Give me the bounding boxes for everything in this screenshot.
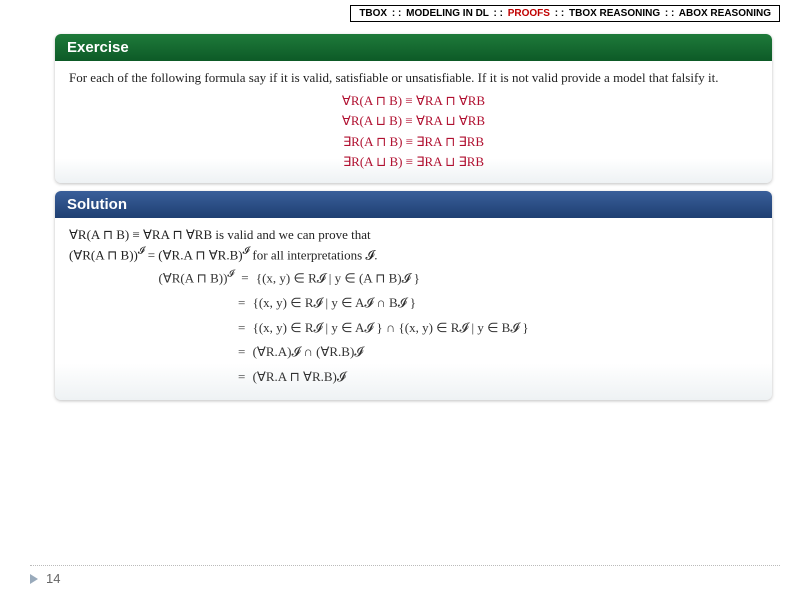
footer-rule	[30, 565, 780, 566]
claim2-tail: for all interpretations 𝓘.	[252, 247, 377, 262]
proof-lhs: (∀R(A ⊓ B))	[159, 270, 228, 285]
page-marker-icon	[30, 574, 38, 584]
crumb-proofs[interactable]: PROOFS	[508, 8, 550, 19]
claim2-mid: = (∀R.A ⊓ ∀R.B)	[148, 247, 243, 262]
crumb-tbox[interactable]: TBOX	[359, 8, 387, 19]
breadcrumb: TBOX : : MODELING IN DL : : PROOFS : : T…	[350, 5, 780, 22]
crumb-sep: : :	[494, 8, 503, 19]
proof-step: = (∀R.A)𝓘 ∩ (∀R.B)𝓘	[139, 340, 758, 365]
proof-step: = {(x, y) ∈ R𝓘 | y ∈ A𝓘 ∩ B𝓘 }	[139, 291, 758, 316]
exercise-intro: For each of the following formula say if…	[69, 69, 758, 87]
solution-panel: Solution ∀R(A ⊓ B) ≡ ∀RA ⊓ ∀RB is valid …	[55, 191, 772, 400]
exercise-body: For each of the following formula say if…	[55, 61, 772, 183]
crumb-modeling[interactable]: MODELING IN DL	[406, 8, 489, 19]
formula: ∃R(A ⊓ B) ≡ ∃RA ⊓ ∃RB	[69, 132, 758, 152]
formula: ∀R(A ⊔ B) ≡ ∀RA ⊔ ∀RB	[69, 111, 758, 131]
crumb-tbox-reasoning[interactable]: TBOX REASONING	[569, 8, 660, 19]
proof-rhs: {(x, y) ∈ R𝓘 | y ∈ A𝓘 } ∩ {(x, y) ∈ R𝓘 |…	[253, 320, 529, 335]
solution-body: ∀R(A ⊓ B) ≡ ∀RA ⊓ ∀RB is valid and we ca…	[55, 218, 772, 400]
solution-claim-2: (∀R(A ⊓ B))𝓘 = (∀R.A ⊓ ∀R.B)𝓘 for all in…	[69, 245, 758, 264]
formula: ∃R(A ⊔ B) ≡ ∃RA ⊔ ∃RB	[69, 152, 758, 172]
solution-title: Solution	[55, 191, 772, 218]
proof-step: (∀R(A ⊓ B))𝓘 = {(x, y) ∈ R𝓘 | y ∈ (A ⊓ B…	[139, 266, 758, 291]
page-number: 14	[46, 571, 60, 586]
proof-step: = {(x, y) ∈ R𝓘 | y ∈ A𝓘 } ∩ {(x, y) ∈ R𝓘…	[139, 316, 758, 341]
crumb-sep: : :	[665, 8, 674, 19]
exercise-title: Exercise	[55, 34, 772, 61]
exercise-panel: Exercise For each of the following formu…	[55, 34, 772, 183]
formula: ∀R(A ⊓ B) ≡ ∀RA ⊓ ∀RB	[69, 91, 758, 111]
claim2-lhs: (∀R(A ⊓ B))	[69, 247, 138, 262]
proof-block: (∀R(A ⊓ B))𝓘 = {(x, y) ∈ R𝓘 | y ∈ (A ⊓ B…	[139, 266, 758, 390]
solution-claim-1: ∀R(A ⊓ B) ≡ ∀RA ⊓ ∀RB is valid and we ca…	[69, 226, 758, 244]
proof-rhs: {(x, y) ∈ R𝓘 | y ∈ (A ⊓ B)𝓘 }	[256, 270, 420, 285]
proof-step: = (∀R.A ⊓ ∀R.B)𝓘	[139, 365, 758, 390]
crumb-sep: : :	[555, 8, 564, 19]
proof-rhs: (∀R.A ⊓ ∀R.B)𝓘	[253, 369, 346, 384]
proof-rhs: (∀R.A)𝓘 ∩ (∀R.B)𝓘	[253, 344, 363, 359]
crumb-sep: : :	[392, 8, 401, 19]
crumb-abox-reasoning[interactable]: ABOX REASONING	[679, 8, 771, 19]
proof-rhs: {(x, y) ∈ R𝓘 | y ∈ A𝓘 ∩ B𝓘 }	[253, 295, 416, 310]
exercise-formulas: ∀R(A ⊓ B) ≡ ∀RA ⊓ ∀RB ∀R(A ⊔ B) ≡ ∀RA ⊔ …	[69, 91, 758, 172]
